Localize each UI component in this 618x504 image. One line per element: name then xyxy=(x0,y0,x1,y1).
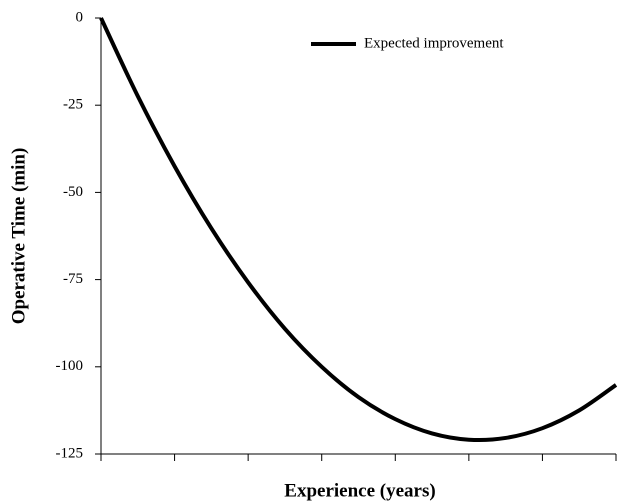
line xyxy=(99,17,618,443)
legend-label: Expected improvement xyxy=(364,35,504,51)
y-tick-label: -25 xyxy=(63,97,83,113)
y-tick-label: -125 xyxy=(56,445,84,461)
y-tick-label: -50 xyxy=(63,184,83,200)
y-axis-title: Operative Time (min) xyxy=(8,148,29,325)
x-axis-title: Experience (years) xyxy=(284,480,435,501)
y-tick-label: -75 xyxy=(63,271,83,287)
y-tick-label: -100 xyxy=(56,358,84,374)
y-tick-label: 0 xyxy=(76,9,84,25)
